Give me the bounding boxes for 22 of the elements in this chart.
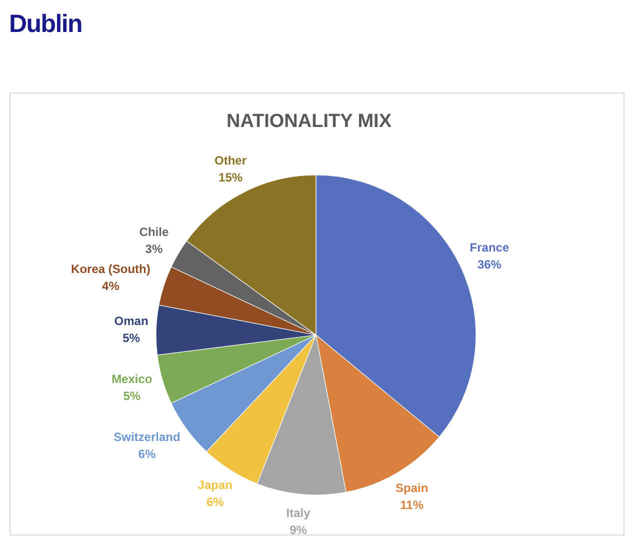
- data-label: 5%: [123, 389, 141, 404]
- slice-label: Mexico: [112, 372, 152, 386]
- slice-label: Spain: [395, 480, 428, 495]
- data-label: 11%: [400, 498, 424, 512]
- slice-label: Other: [214, 153, 247, 168]
- slice-label: France: [470, 240, 510, 254]
- slice-label: Korea (South): [71, 262, 150, 276]
- slice-label: Switzerland: [114, 430, 180, 444]
- slice-label: Japan: [198, 478, 232, 492]
- slice-label: Italy: [286, 506, 311, 520]
- data-label: 36%: [477, 257, 502, 272]
- data-label: 3%: [145, 242, 163, 256]
- data-label: 15%: [218, 170, 243, 184]
- chart-subtitle: NATIONALITY MIX: [226, 111, 392, 132]
- data-label: 5%: [122, 331, 140, 346]
- chart-title: Dublin: [9, 10, 82, 38]
- data-label: 4%: [102, 279, 120, 294]
- slice-label: Oman: [114, 314, 148, 328]
- data-label: 9%: [290, 523, 308, 538]
- slice-label: Chile: [139, 224, 169, 239]
- data-label: 6%: [138, 446, 156, 461]
- data-label: 6%: [206, 494, 224, 509]
